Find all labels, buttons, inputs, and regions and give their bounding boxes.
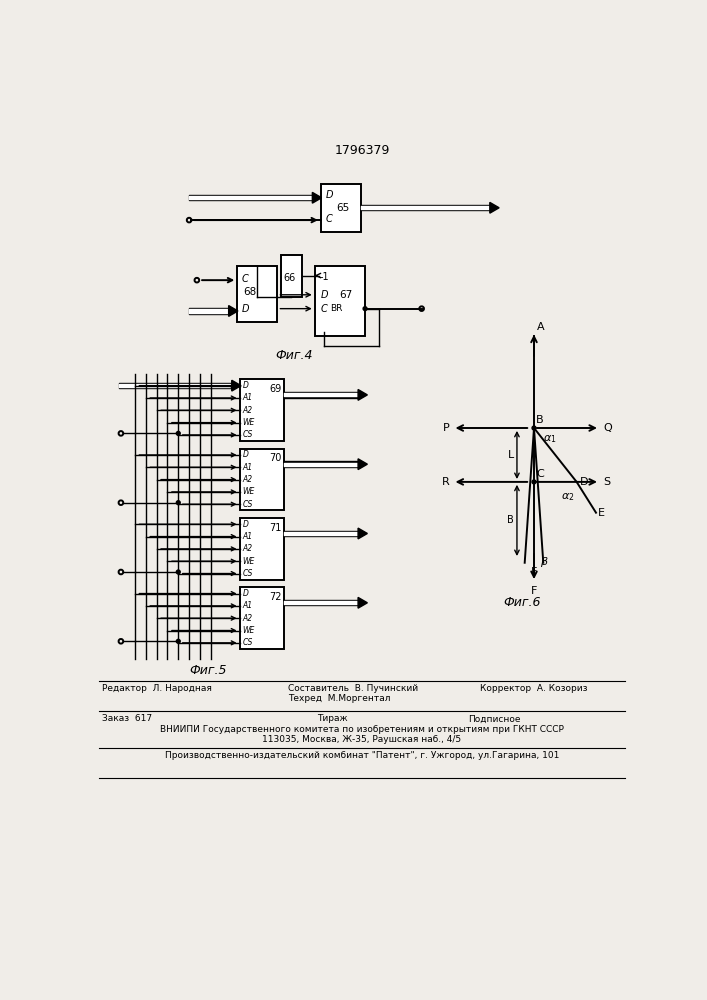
Text: CS: CS <box>243 430 253 439</box>
Text: Редактор  Л. Народная: Редактор Л. Народная <box>103 684 212 693</box>
Text: A1: A1 <box>243 601 252 610</box>
Text: 68: 68 <box>243 287 257 297</box>
Text: F: F <box>531 567 537 577</box>
Bar <box>315 266 365 336</box>
Circle shape <box>363 307 367 311</box>
Text: A2: A2 <box>243 614 252 623</box>
Text: 72: 72 <box>269 592 281 602</box>
Text: 67: 67 <box>339 290 353 300</box>
Text: Производственно-издательский комбинат "Патент", г. Ужгород, ул.Гагарина, 101: Производственно-издательский комбинат "П… <box>165 751 559 760</box>
Text: -1: -1 <box>320 272 329 282</box>
Text: B: B <box>537 415 544 425</box>
Text: CS: CS <box>243 638 253 647</box>
Text: A1: A1 <box>243 463 252 472</box>
Polygon shape <box>358 528 368 539</box>
Text: F: F <box>531 586 537 596</box>
Text: $\alpha_2$: $\alpha_2$ <box>561 491 575 503</box>
Text: CS: CS <box>243 500 253 509</box>
Text: D: D <box>580 477 588 487</box>
Circle shape <box>176 501 180 505</box>
Text: 71: 71 <box>269 523 281 533</box>
Text: C: C <box>242 274 249 284</box>
Text: C: C <box>325 214 332 224</box>
Text: WE: WE <box>243 626 255 635</box>
Text: 65: 65 <box>337 203 350 213</box>
Text: 70: 70 <box>269 453 281 463</box>
Text: A1: A1 <box>243 532 252 541</box>
Text: A2: A2 <box>243 406 252 415</box>
Text: Заказ  617: Заказ 617 <box>103 714 153 723</box>
Text: 69: 69 <box>269 384 281 394</box>
Bar <box>240 379 284 441</box>
Text: D: D <box>325 190 333 200</box>
Circle shape <box>176 431 180 435</box>
Polygon shape <box>232 380 241 391</box>
Text: D: D <box>243 520 248 529</box>
Text: A: A <box>537 322 544 332</box>
Bar <box>240 587 284 649</box>
Text: Техред  М.Моргентал: Техред М.Моргентал <box>288 694 391 703</box>
Text: A2: A2 <box>243 475 252 484</box>
Polygon shape <box>358 597 368 608</box>
Text: ВНИИПИ Государственного комитета по изобретениям и открытиям при ГКНТ СССР: ВНИИПИ Государственного комитета по изоб… <box>160 725 564 734</box>
Text: D: D <box>243 589 248 598</box>
Text: Подписное: Подписное <box>468 714 520 723</box>
Circle shape <box>532 480 536 484</box>
Text: A2: A2 <box>243 544 252 553</box>
Text: WE: WE <box>243 418 255 427</box>
Text: $\beta$: $\beta$ <box>540 555 549 569</box>
Polygon shape <box>228 306 238 316</box>
Polygon shape <box>490 202 499 213</box>
Text: B: B <box>507 515 514 525</box>
Text: R: R <box>442 477 450 487</box>
Bar <box>240 449 284 510</box>
Text: 113035, Москва, Ж-35, Раушская наб., 4/5: 113035, Москва, Ж-35, Раушская наб., 4/5 <box>262 735 462 744</box>
Text: WE: WE <box>243 487 255 496</box>
Text: A1: A1 <box>243 393 252 402</box>
Text: CS: CS <box>243 569 253 578</box>
Text: Фиг.4: Фиг.4 <box>275 349 312 362</box>
Text: D: D <box>242 304 250 314</box>
Text: Фиг.5: Фиг.5 <box>189 664 227 677</box>
Text: C: C <box>537 469 544 479</box>
Text: 66: 66 <box>284 273 296 283</box>
Bar <box>281 255 303 297</box>
Text: WE: WE <box>243 557 255 566</box>
Bar <box>321 184 361 232</box>
Text: L: L <box>508 450 514 460</box>
Text: Корректор  А. Козориз: Корректор А. Козориз <box>480 684 588 693</box>
Text: P: P <box>443 423 450 433</box>
Text: E: E <box>598 508 605 518</box>
Text: Q: Q <box>603 423 612 433</box>
Text: BR: BR <box>330 304 343 313</box>
Polygon shape <box>358 459 368 470</box>
Text: D: D <box>243 450 248 459</box>
Circle shape <box>176 570 180 574</box>
Bar <box>240 518 284 580</box>
Text: Фиг.6: Фиг.6 <box>503 596 541 609</box>
Circle shape <box>532 426 536 430</box>
Bar <box>237 266 277 322</box>
Polygon shape <box>312 192 322 203</box>
Text: $\alpha_1$: $\alpha_1$ <box>543 434 557 445</box>
Text: 1796379: 1796379 <box>334 144 390 157</box>
Polygon shape <box>358 389 368 400</box>
Text: S: S <box>603 477 610 487</box>
Text: C: C <box>321 304 327 314</box>
Text: Тираж: Тираж <box>317 714 348 723</box>
Text: D: D <box>243 381 248 390</box>
Circle shape <box>176 639 180 643</box>
Text: Составитель  В. Пучинский: Составитель В. Пучинский <box>288 684 419 693</box>
Text: D: D <box>321 290 328 300</box>
